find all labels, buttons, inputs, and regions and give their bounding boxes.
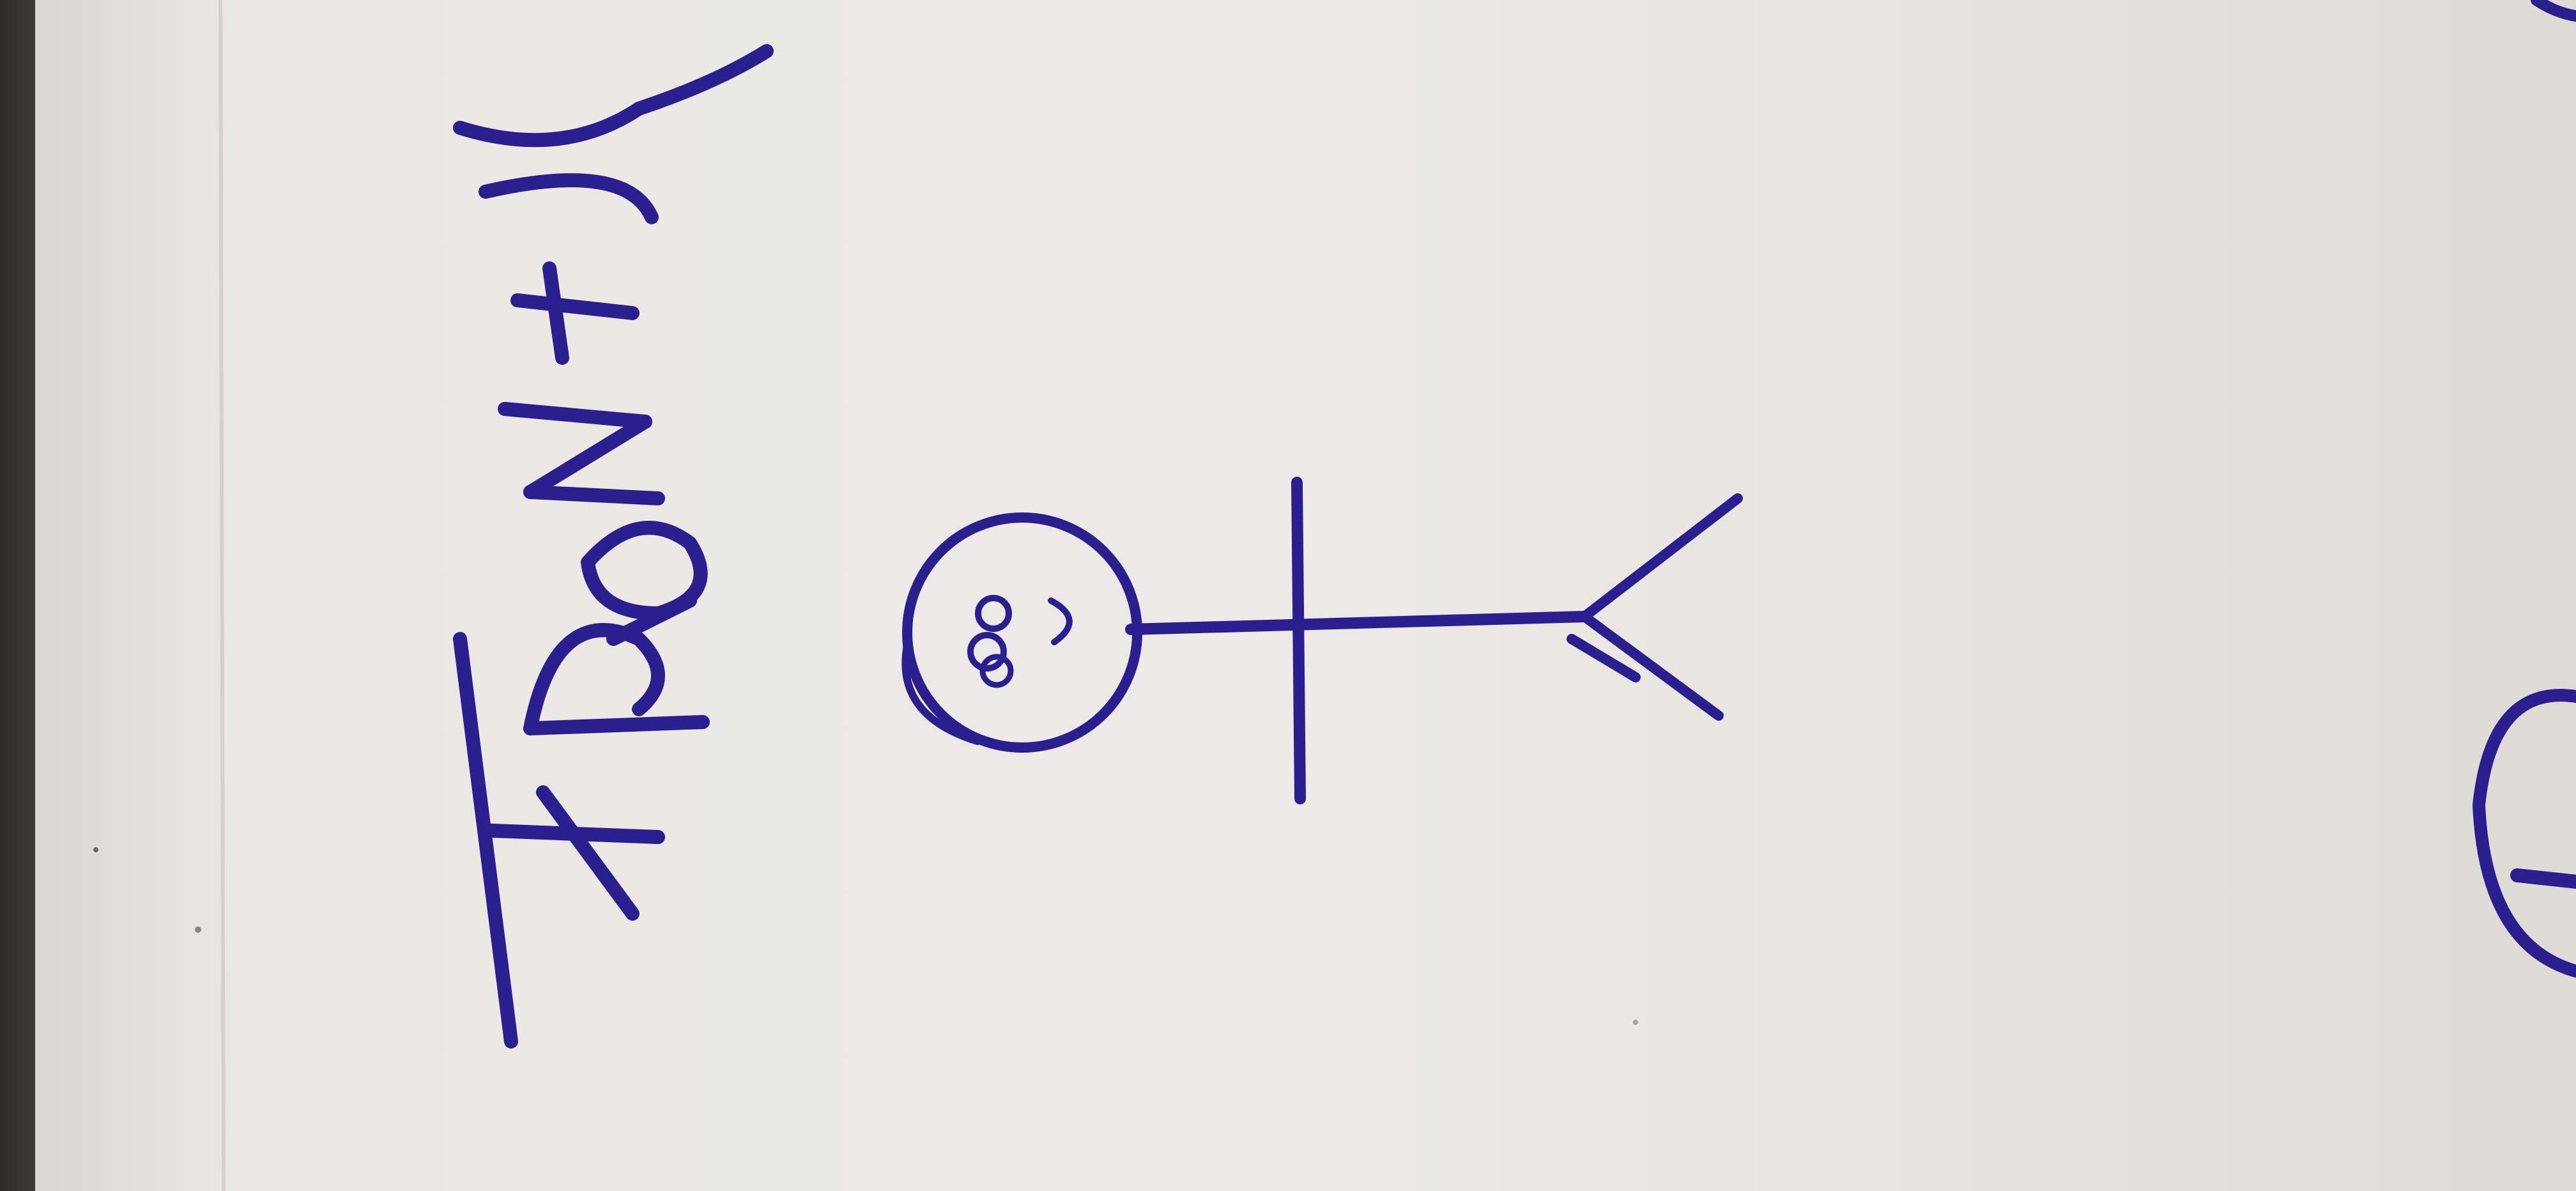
stick-figure-right-eye bbox=[975, 595, 1012, 632]
stick-figure-head-overlap bbox=[901, 642, 981, 745]
partial-mark bbox=[2531, 0, 2576, 22]
stick-figure-smile bbox=[1048, 597, 1073, 645]
ink-drawing bbox=[453, 0, 2576, 1049]
partial-letter bbox=[2472, 689, 2576, 978]
stick-figure-left-eye bbox=[967, 632, 1007, 672]
handwritten-title bbox=[453, 44, 774, 1049]
stick-figure-arms bbox=[1291, 477, 1306, 804]
paper-sheet bbox=[35, 0, 2576, 1191]
paper-margin-line bbox=[218, 0, 226, 1191]
stick-figure-legs bbox=[1567, 493, 1743, 721]
stick-figure-body bbox=[1125, 611, 1590, 635]
